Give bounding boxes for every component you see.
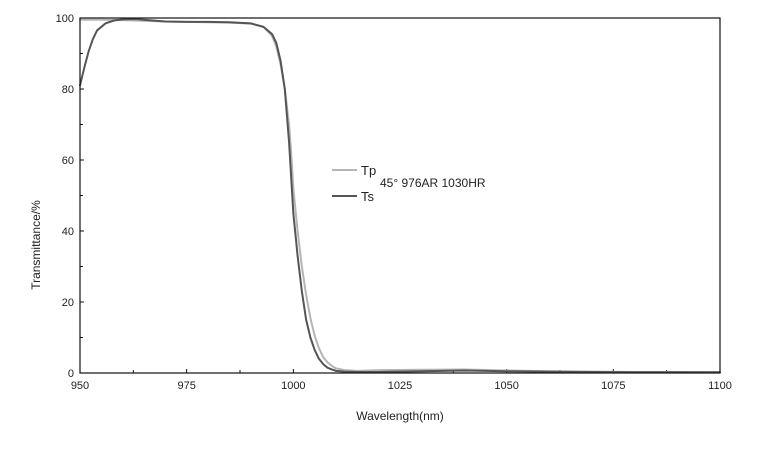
x-tick-label: 1100	[708, 380, 732, 392]
x-axis-ticks: 950 975 1000 1025 1050 1075 1100	[71, 369, 732, 392]
x-tick-label: 1075	[601, 380, 625, 392]
y-tick-label: 0	[68, 368, 74, 380]
plot-frame	[79, 17, 721, 374]
y-tick-label: 40	[62, 226, 74, 238]
y-tick-label: 20	[62, 297, 74, 309]
y-tick-label: 100	[56, 13, 74, 25]
y-axis-title: Transmittance/%	[29, 200, 43, 290]
x-tick-label: 1025	[388, 380, 412, 392]
series-line-tp	[79, 18, 721, 374]
chart-annotation: 45° 976AR 1030HR	[380, 176, 486, 190]
series-line-ts	[79, 18, 721, 374]
y-tick-label: 80	[62, 84, 74, 96]
x-tick-label: 1000	[281, 380, 305, 392]
series-lines	[79, 18, 721, 374]
legend-label-ts: Ts	[361, 189, 375, 204]
x-axis-title: Wavelength(nm)	[356, 409, 444, 423]
legend: Tp Ts	[332, 163, 376, 204]
y-tick-label: 60	[62, 155, 74, 167]
x-tick-label: 950	[71, 380, 89, 392]
x-tick-label: 975	[177, 380, 195, 392]
x-tick-label: 1050	[494, 380, 518, 392]
legend-label-tp: Tp	[361, 163, 376, 178]
